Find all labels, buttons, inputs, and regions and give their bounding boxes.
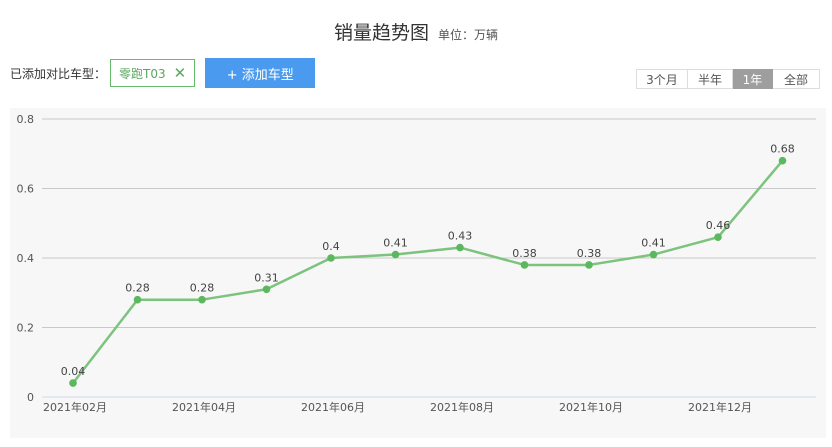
x-tick-label: 2021年08月 — [430, 400, 494, 414]
y-tick-label: 0.8 — [17, 113, 35, 126]
x-tick-label: 2021年02月 — [43, 400, 107, 414]
x-tick-label: 2021年04月 — [172, 400, 236, 414]
data-point — [327, 254, 335, 262]
y-tick-label: 0.4 — [17, 252, 35, 265]
y-tick-label: 0 — [27, 391, 34, 404]
time-range-selector: 3个月 半年 1年 全部 — [636, 69, 820, 89]
y-tick-label: 0.6 — [17, 183, 35, 196]
data-point — [69, 379, 77, 387]
chart-panel: 0 0.2 0.4 0.6 0.8 2021年02月 2021年04月 2021年06月 202… — [10, 108, 826, 438]
data-point — [778, 156, 787, 165]
data-point — [391, 250, 400, 259]
data-point — [520, 261, 529, 269]
data-point — [714, 233, 722, 241]
data-label: 0.38 — [512, 247, 537, 260]
data-point — [585, 261, 593, 269]
x-tick-label: 2021年12月 — [688, 400, 752, 414]
data-label: 0.31 — [254, 271, 279, 284]
add-model-button[interactable]: + 添加车型 — [205, 58, 316, 88]
chart-title: 销量趋势图 — [333, 22, 429, 44]
series-line — [72, 159, 784, 384]
data-point — [262, 285, 271, 294]
data-label: 0.41 — [383, 237, 408, 250]
data-point — [456, 243, 464, 252]
x-tick-label: 2021年10月 — [559, 400, 623, 414]
x-tick-label: 2021年06月 — [301, 400, 365, 414]
data-label: 0.46 — [706, 219, 731, 232]
chart-header: 销量趋势图 单位：万辆 — [0, 18, 832, 45]
range-half-year-button[interactable]: 半年 — [688, 69, 733, 89]
compare-bar: 已添加对比车型： 零跑T03 ✕ + 添加车型 — [10, 58, 316, 88]
data-label: 0.4 — [322, 240, 340, 253]
range-all-button[interactable]: 全部 — [773, 69, 820, 89]
data-label: 0.68 — [770, 143, 795, 156]
compare-model-name: 零跑T03 — [119, 66, 166, 81]
data-point — [198, 295, 206, 304]
compare-model-tag[interactable]: 零跑T03 ✕ — [110, 59, 196, 87]
range-1-year-button[interactable]: 1年 — [733, 69, 773, 89]
data-label: 0.38 — [577, 247, 602, 260]
data-label: 0.04 — [61, 365, 86, 378]
close-icon[interactable]: ✕ — [173, 63, 187, 82]
range-3-months-button[interactable]: 3个月 — [636, 69, 688, 89]
data-label: 0.43 — [448, 230, 473, 243]
compare-label: 已添加对比车型： — [10, 66, 107, 81]
sales-trend-chart: 0 0.2 0.4 0.6 0.8 2021年02月 2021年04月 2021年06月 202… — [17, 113, 816, 414]
data-label: 0.28 — [190, 282, 215, 295]
unit-label: 单位：万辆 — [438, 28, 499, 42]
data-point — [133, 295, 142, 304]
y-tick-label: 0.2 — [17, 322, 35, 335]
data-label: 0.41 — [641, 237, 666, 250]
data-point — [649, 250, 658, 259]
data-label: 0.28 — [125, 282, 150, 295]
